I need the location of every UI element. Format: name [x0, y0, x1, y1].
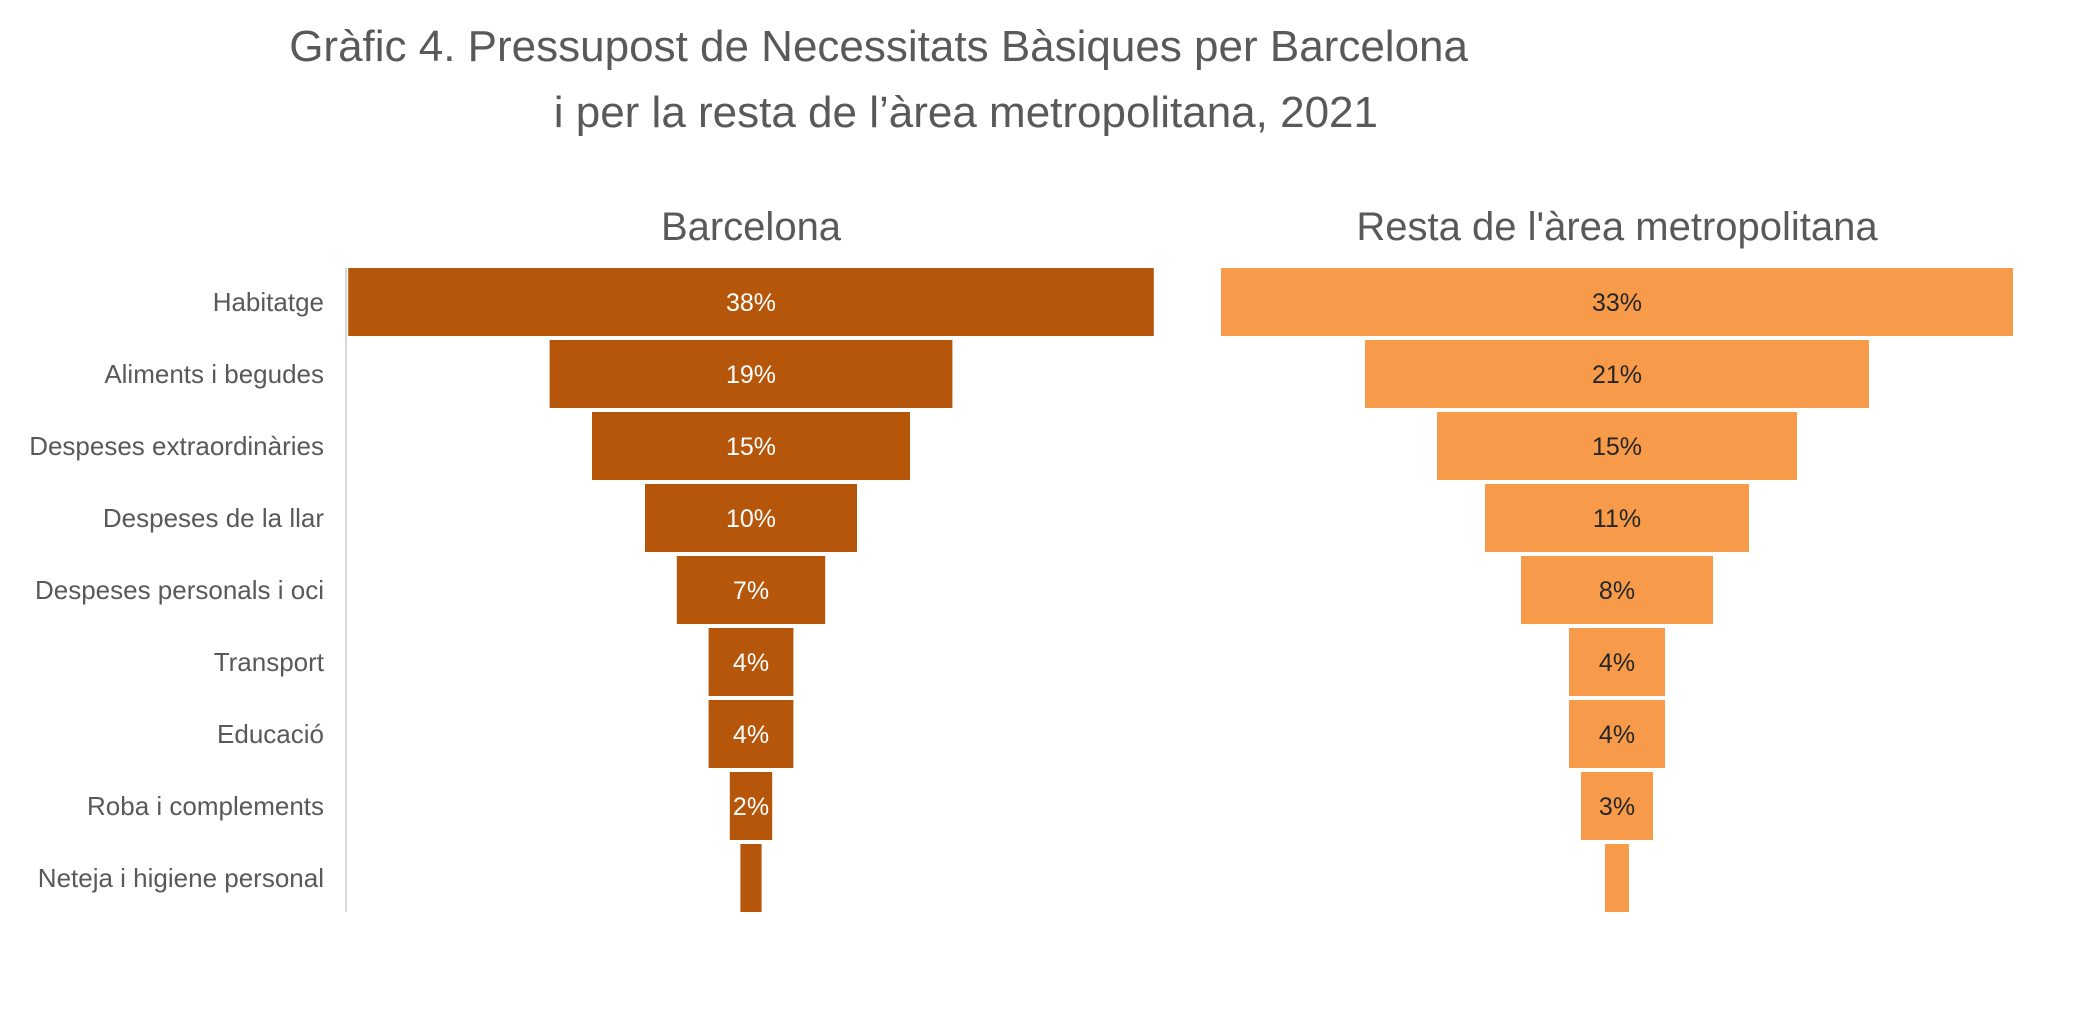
data-label: 15% [726, 433, 776, 461]
data-label: 15% [1592, 433, 1642, 461]
title-line-1: Gràfic 4. Pressupost de Necessitats Bàsi… [289, 22, 1468, 71]
data-label: 38% [726, 289, 776, 317]
category-label: Educació [217, 719, 324, 749]
data-label: 21% [1592, 361, 1642, 389]
funnel-bar [348, 268, 1154, 336]
funnel-bar [1605, 844, 1629, 912]
funnel-bar [729, 772, 773, 840]
funnel-bar [1221, 268, 2013, 336]
data-label: 4% [1599, 721, 1635, 749]
data-label: 19% [726, 361, 776, 389]
funnel-bar [1437, 412, 1797, 480]
funnel-bar [1581, 772, 1653, 840]
funnel-bar [740, 844, 762, 912]
funnel-bar [708, 628, 794, 696]
data-label: 8% [1599, 577, 1635, 605]
funnel-bar [645, 484, 857, 552]
category-label: Neteja i higiene personal [38, 863, 324, 893]
data-label: 3% [1599, 793, 1635, 821]
data-label: 33% [1592, 289, 1642, 317]
funnel-bar [1521, 556, 1713, 624]
category-label: Aliments i begudes [104, 359, 324, 389]
title-line-2: i per la resta de l’àrea metropolitana, … [553, 88, 1378, 137]
funnel-bar [1569, 700, 1665, 768]
panel-title: Barcelona [661, 205, 842, 249]
category-label: Despeses de la llar [103, 503, 324, 533]
funnel-bar [676, 556, 826, 624]
funnel-bar [1365, 340, 1869, 408]
category-label: Despeses extraordinàries [29, 431, 324, 461]
data-label: 4% [733, 649, 769, 677]
funnel-bar [549, 340, 953, 408]
data-label: 2% [733, 793, 769, 821]
data-label: 7% [733, 577, 769, 605]
category-label: Habitatge [213, 287, 324, 317]
data-label: 10% [726, 505, 776, 533]
data-label: 11% [1593, 505, 1641, 533]
category-label: Transport [214, 647, 325, 677]
funnel-bar [708, 700, 794, 768]
funnel-chart: Habitatge Aliments i begudes Despeses extr… [29, 205, 2013, 912]
data-label: 4% [1599, 649, 1635, 677]
funnel-bar [1485, 484, 1749, 552]
category-label: Roba i complements [87, 791, 324, 821]
funnel-bar [1569, 628, 1665, 696]
panel-title: Resta de l'àrea metropolitana [1356, 205, 1878, 249]
chart-title: Gràfic 4. Pressupost de Necessitats Bàsi… [0, 14, 2088, 146]
funnel-bar [592, 412, 910, 480]
data-label: 4% [733, 721, 769, 749]
category-label: Despeses personals i oci [35, 575, 324, 605]
